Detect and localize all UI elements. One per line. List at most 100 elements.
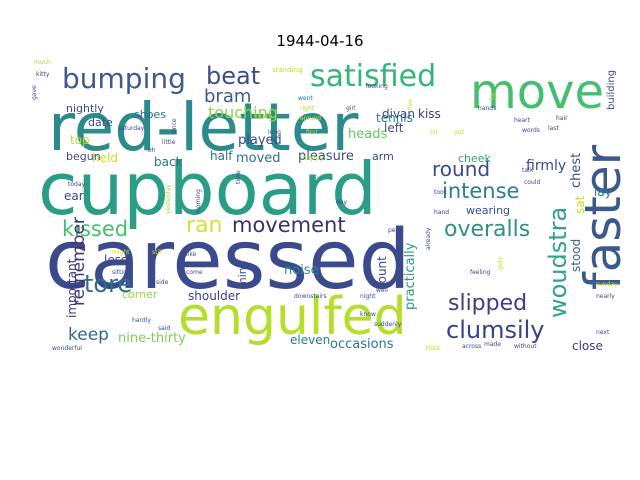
cloud-word: sunday (596, 281, 618, 288)
cloud-word: make (256, 113, 273, 120)
cloud-word: wearing (466, 204, 510, 217)
cloud-word: moved (236, 151, 281, 166)
cloud-word: long (268, 129, 281, 136)
cloud-word: already (425, 227, 432, 250)
cloud-word: nearly (596, 293, 615, 300)
cloud-word: stood (569, 239, 583, 272)
cloud-word: beat (206, 62, 260, 90)
cloud-word: important (65, 258, 79, 318)
cloud-word: shoes (134, 108, 166, 121)
cloud-word: could (524, 179, 540, 186)
cloud-word: kitty (36, 71, 50, 78)
cloud-word: first (306, 129, 318, 136)
cloud-word: count (375, 256, 389, 290)
cloud-word: left (384, 121, 404, 135)
cloud-word: cheek (458, 152, 492, 165)
cloud-word: keep (68, 325, 109, 345)
cloud-word: since (171, 118, 178, 134)
cloud-word: top (70, 133, 90, 147)
cloud-word: today (68, 181, 86, 188)
cloud-word: move (470, 64, 604, 120)
cloud-word: half (210, 149, 233, 163)
cloud-word: yesterday (165, 184, 172, 214)
cloud-word: occasions (330, 337, 394, 352)
cloud-word: night (360, 293, 376, 300)
cloud-word: overalls (444, 217, 530, 242)
cloud-word: woudstra (544, 207, 572, 318)
cloud-word: wonderful (52, 345, 82, 352)
cloud-word: feeling (470, 269, 491, 276)
cloud-word: date (88, 116, 113, 129)
cloud-word: clumsily (446, 316, 545, 344)
cloud-word: faster (574, 144, 632, 290)
cloud-word: five (407, 99, 414, 110)
cloud-word: kiss (418, 107, 441, 121)
cloud-word: put (454, 129, 465, 136)
cloud-word: hands (478, 105, 496, 112)
cloud-word: gave (31, 85, 38, 100)
cloud-word: nine-thirty (118, 331, 186, 346)
cloud-word: much (34, 59, 51, 66)
cloud-word: close (572, 339, 603, 353)
cloud-word: peter (388, 227, 405, 234)
cloud-word: bumping (62, 62, 186, 95)
cloud-word: caressed (45, 213, 411, 308)
cloud-word: pleasure (298, 149, 354, 164)
cloud-word: next (596, 329, 610, 336)
cloud-word: last (548, 125, 559, 132)
cloud-word: took (434, 189, 448, 196)
cloud-word: ear (64, 189, 84, 203)
cloud-word: hair (556, 115, 568, 122)
cloud-word: heads (348, 127, 387, 142)
cloud-word: heart (514, 117, 531, 124)
cloud-word: less (104, 253, 127, 267)
chart-title: 1944-04-16 (276, 32, 364, 50)
cloud-word: bram (204, 86, 251, 107)
cloud-word: slipped (448, 291, 527, 316)
cloud-word: round (432, 157, 490, 181)
cloud-word: time (235, 170, 242, 184)
cloud-word: begun (66, 150, 101, 163)
cloud-word: gets (497, 257, 504, 270)
cloud-word: sat (573, 195, 587, 214)
cloud-word: around (300, 115, 321, 122)
cloud-word: touching (208, 103, 278, 122)
cloud-word: shoulder (188, 289, 240, 303)
cloud-word: satisfied (310, 59, 436, 94)
cloud-word: firmly (526, 158, 566, 174)
cloud-word: played (238, 133, 282, 148)
cloud-word: eleven (290, 333, 330, 347)
cloud-word: ran (186, 213, 222, 238)
cloud-word: might (112, 249, 130, 256)
cloud-word: hardly (132, 317, 151, 324)
cloud-word: right (300, 105, 315, 112)
cloud-word: remember (69, 217, 89, 306)
cloud-word: words (522, 127, 540, 134)
cloud-word: thick (426, 345, 441, 352)
cloud-word: engulfed (178, 287, 407, 347)
cloud-word: without (514, 343, 537, 350)
cloud-word: day (336, 199, 347, 206)
cloud-word: girl (346, 105, 356, 112)
cloud-word: mine (236, 260, 249, 288)
cloud-word: happy (302, 154, 324, 162)
cloud-word: sitting (112, 269, 131, 276)
cloud-word: noise (284, 263, 319, 278)
cloud-word: divan (382, 107, 415, 121)
cloud-word: hand (434, 209, 449, 216)
cloud-word: building (606, 70, 617, 110)
cloud-word: come (186, 269, 203, 276)
cloud-word: red-letter (48, 89, 359, 166)
cloud-word: oh (148, 147, 156, 154)
cloud-word: arm (372, 150, 394, 163)
cloud-word: tore (84, 270, 132, 298)
cloud-word: cupboard (38, 147, 377, 231)
cloud-word: practically (403, 242, 418, 310)
cloud-word: lay (594, 185, 612, 199)
cloud-word: went (298, 95, 313, 102)
cloud-word: saturday (118, 125, 145, 132)
cloud-word: tennis (376, 111, 413, 125)
cloud-word: across (462, 343, 481, 350)
cloud-word: kissed (62, 217, 128, 241)
